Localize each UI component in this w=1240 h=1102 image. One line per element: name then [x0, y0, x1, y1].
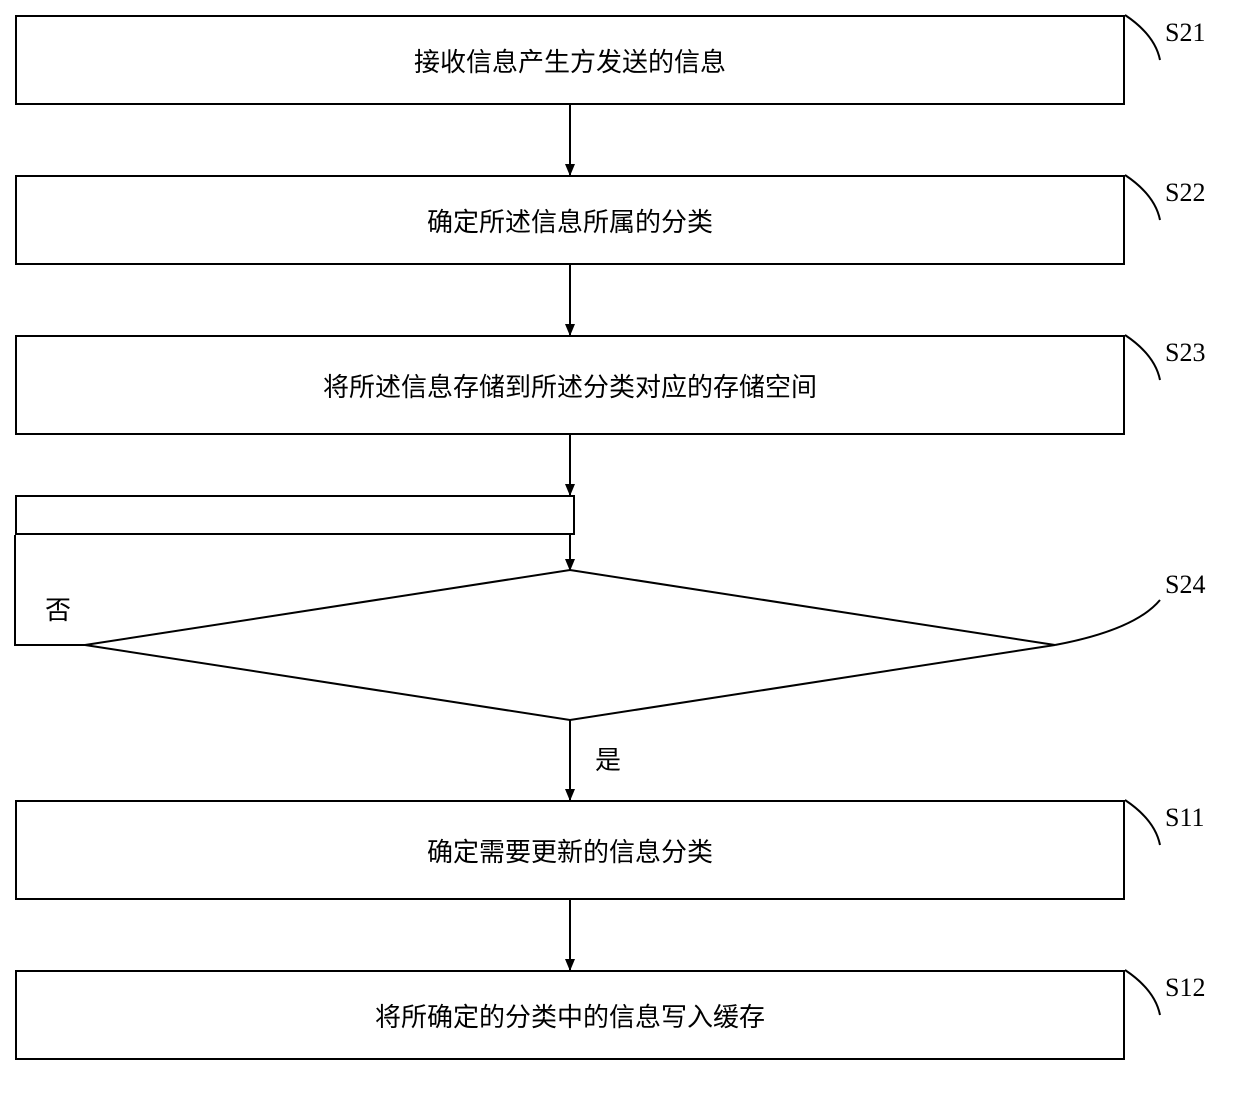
- box-s22-text: 确定所述信息所属的分类: [427, 202, 713, 239]
- box-s11: 确定需要更新的信息分类: [15, 800, 1125, 900]
- curve-s11: [1125, 800, 1160, 845]
- curve-s22: [1125, 175, 1160, 220]
- curve-s21: [1125, 15, 1160, 60]
- curve-s12: [1125, 970, 1160, 1015]
- box-s12: 将所确定的分类中的信息写入缓存: [15, 970, 1125, 1060]
- box-s22: 确定所述信息所属的分类: [15, 175, 1125, 265]
- label-s11: S11: [1165, 803, 1205, 833]
- decision-text-wrap: 判断当前时间是否达到更新缓存的定时时间: [280, 628, 860, 665]
- label-s23: S23: [1165, 338, 1205, 368]
- label-s12: S12: [1165, 973, 1205, 1003]
- box-s11-text: 确定需要更新的信息分类: [427, 832, 713, 869]
- label-s21: S21: [1165, 18, 1205, 48]
- box-s21: 接收信息产生方发送的信息: [15, 15, 1125, 105]
- svg-overlay: [0, 0, 1240, 1102]
- box-s12-text: 将所确定的分类中的信息写入缓存: [375, 997, 765, 1034]
- box-s23-text: 将所述信息存储到所述分类对应的存储空间: [323, 367, 817, 404]
- decision-text: 判断当前时间是否达到更新缓存的定时时间: [323, 634, 817, 663]
- box-s21-text: 接收信息产生方发送的信息: [414, 42, 726, 79]
- label-s24: S24: [1165, 570, 1205, 600]
- loop-return-box: [15, 495, 575, 535]
- label-s22: S22: [1165, 178, 1205, 208]
- curve-s24: [1055, 600, 1160, 645]
- edge-no: 否: [45, 590, 71, 627]
- curve-s23: [1125, 335, 1160, 380]
- edge-yes: 是: [595, 740, 621, 777]
- box-s23: 将所述信息存储到所述分类对应的存储空间: [15, 335, 1125, 435]
